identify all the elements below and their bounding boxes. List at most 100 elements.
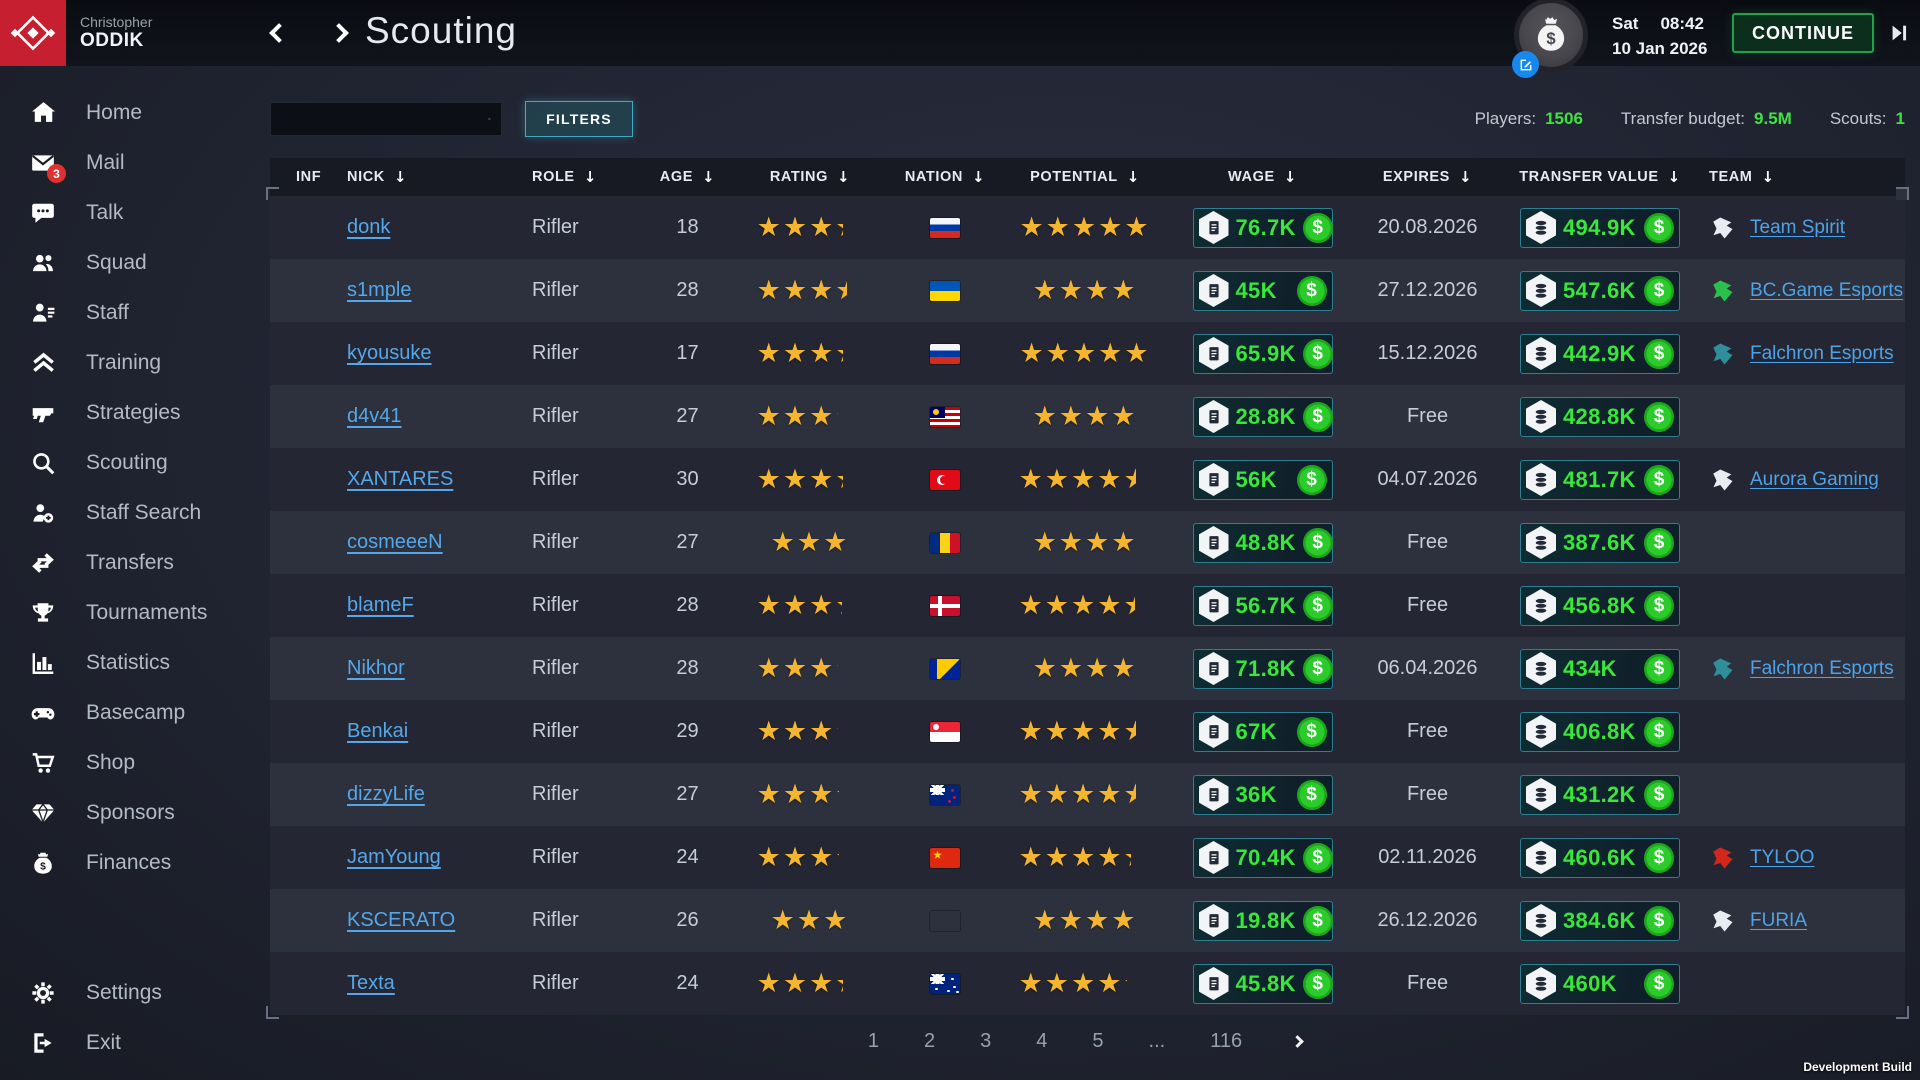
sidebar-item-staff-search[interactable]: Staff Search bbox=[0, 488, 250, 538]
sidebar-item-shop[interactable]: Shop bbox=[0, 738, 250, 788]
player-nick-link[interactable]: d4v41 bbox=[347, 405, 402, 427]
sidebar-item-settings[interactable]: Settings bbox=[0, 968, 250, 1018]
dollar-button[interactable]: $ bbox=[1644, 590, 1674, 621]
dollar-button[interactable]: $ bbox=[1302, 590, 1333, 621]
forward-arrow-icon[interactable] bbox=[322, 14, 356, 52]
table-row[interactable]: Texta Rifler 24 ★★★★ ★★★★★ 45.8K$ Free 4… bbox=[270, 952, 1905, 1015]
table-row[interactable]: blameF Rifler 28 ★★★★ ★★★★★ 56.7K$ Free … bbox=[270, 574, 1905, 637]
dollar-button[interactable]: $ bbox=[1302, 212, 1333, 243]
column-header-transfer-value[interactable]: TRANSFER VALUE ↓ bbox=[1505, 168, 1695, 186]
dollar-button[interactable]: $ bbox=[1302, 968, 1333, 999]
page-button-3[interactable]: 3 bbox=[980, 1030, 992, 1052]
team-link[interactable]: TYLOO bbox=[1750, 846, 1815, 868]
player-nick-link[interactable]: JamYoung bbox=[347, 846, 441, 868]
dollar-button[interactable]: $ bbox=[1302, 653, 1333, 684]
player-nick-link[interactable]: KSCERATO bbox=[347, 909, 456, 931]
sidebar-item-sponsors[interactable]: Sponsors bbox=[0, 788, 250, 838]
dollar-button[interactable]: $ bbox=[1644, 464, 1674, 495]
dollar-button[interactable]: $ bbox=[1644, 842, 1674, 873]
budget-avatar[interactable]: $ bbox=[1512, 0, 1592, 78]
page-button-2[interactable]: 2 bbox=[924, 1030, 936, 1052]
team-link[interactable]: BC.Game Esports bbox=[1750, 279, 1904, 301]
column-header-nick[interactable]: NICK ↓ bbox=[345, 168, 530, 186]
player-nick-link[interactable]: donk bbox=[347, 216, 391, 238]
dollar-button[interactable]: $ bbox=[1296, 716, 1327, 747]
continue-button[interactable]: CONTINUE bbox=[1732, 13, 1874, 53]
dollar-button[interactable]: $ bbox=[1644, 905, 1674, 936]
dollar-button[interactable]: $ bbox=[1302, 527, 1333, 558]
table-row[interactable]: kyousuke Rifler 17 ★★★★ ★★★★★ 65.9K$ 15.… bbox=[270, 322, 1905, 385]
sidebar-item-transfers[interactable]: Transfers bbox=[0, 538, 250, 588]
page-button-1[interactable]: 1 bbox=[867, 1030, 880, 1052]
dollar-button[interactable]: $ bbox=[1644, 968, 1674, 999]
dollar-button[interactable]: $ bbox=[1296, 464, 1327, 495]
column-header-team[interactable]: TEAM ↓ bbox=[1695, 168, 1905, 186]
table-row[interactable]: donk Rifler 18 ★★★★ ★★★★★ 76.7K$ 20.08.2… bbox=[270, 196, 1905, 259]
table-row[interactable]: JamYoung Rifler 24 ★★★★ ★★★★★ 70.4K$ 02.… bbox=[270, 826, 1905, 889]
filters-button[interactable]: FILTERS bbox=[525, 101, 633, 137]
player-nick-link[interactable]: Texta bbox=[347, 972, 395, 994]
sidebar-item-strategies[interactable]: Strategies bbox=[0, 388, 250, 438]
table-row[interactable]: dizzyLife Rifler 27 ★★★★ ★★★★★ 36K $ Free… bbox=[270, 763, 1905, 826]
sidebar-item-mail[interactable]: 3 Mail bbox=[0, 138, 250, 188]
next-page-icon[interactable] bbox=[1287, 1032, 1307, 1052]
dollar-button[interactable]: $ bbox=[1644, 716, 1674, 747]
column-header-rating[interactable]: RATING ↓ bbox=[725, 168, 895, 186]
dollar-button[interactable]: $ bbox=[1302, 905, 1333, 936]
manager-info[interactable]: Christopher ODDIK bbox=[80, 14, 152, 52]
search-input[interactable] bbox=[281, 110, 488, 128]
player-nick-link[interactable]: dizzyLife bbox=[347, 783, 425, 805]
dollar-button[interactable]: $ bbox=[1644, 527, 1674, 558]
table-row[interactable]: cosmeeeN Rifler 27 ★ ★ ★ ★ ★ ★ ★ 48.8K $ Free … bbox=[270, 511, 1905, 574]
column-header-role[interactable]: ROLE ↓ bbox=[530, 168, 650, 186]
search-box[interactable] bbox=[270, 102, 502, 136]
sidebar-item-exit[interactable]: Exit bbox=[0, 1018, 250, 1068]
back-arrow-icon[interactable] bbox=[262, 14, 296, 52]
column-header-potential[interactable]: POTENTIAL ↓ bbox=[995, 168, 1175, 186]
column-header-wage[interactable]: WAGE ↓ bbox=[1175, 168, 1350, 186]
player-nick-link[interactable]: Benkai bbox=[347, 720, 409, 742]
player-nick-link[interactable]: cosmeeeN bbox=[347, 531, 443, 553]
dollar-button[interactable]: $ bbox=[1644, 338, 1674, 369]
page-button-5[interactable]: 5 bbox=[1092, 1030, 1104, 1052]
sidebar-item-home[interactable]: Home bbox=[0, 88, 250, 138]
sidebar-item-staff[interactable]: Staff bbox=[0, 288, 250, 338]
dollar-button[interactable]: $ bbox=[1296, 779, 1327, 810]
column-header-age[interactable]: AGE ↓ bbox=[650, 168, 725, 186]
dollar-button[interactable]: $ bbox=[1644, 653, 1674, 684]
table-row[interactable]: s1mple Rifler 28 ★★★★ ★★★★ 45K $ 27.12.20… bbox=[270, 259, 1905, 322]
player-nick-link[interactable]: kyousuke bbox=[347, 342, 432, 364]
dollar-button[interactable]: $ bbox=[1296, 275, 1327, 306]
sidebar-item-tournaments[interactable]: Tournaments bbox=[0, 588, 250, 638]
player-nick-link[interactable]: Nikhor bbox=[347, 657, 405, 679]
skip-forward-icon[interactable] bbox=[1888, 22, 1912, 44]
sidebar-item-talk[interactable]: Talk bbox=[0, 188, 250, 238]
page-button-116[interactable]: 116 bbox=[1210, 1030, 1243, 1052]
club-logo[interactable] bbox=[0, 0, 66, 66]
team-link[interactable]: Falchron Esports bbox=[1750, 657, 1894, 679]
table-row[interactable]: Nikhor Rifler 28 ★★★★ ★★★★ 71.8K$ 06.04.… bbox=[270, 637, 1905, 700]
sidebar-item-scouting[interactable]: Scouting bbox=[0, 438, 250, 488]
team-link[interactable]: Falchron Esports bbox=[1750, 342, 1894, 364]
dollar-button[interactable]: $ bbox=[1302, 401, 1333, 432]
column-header-nation[interactable]: NATION ↓ bbox=[895, 168, 995, 186]
dollar-button[interactable]: $ bbox=[1644, 212, 1674, 243]
table-row[interactable]: KSCERATO Rifler 26 ★ ★ ★ ★ ★ ★ ★ 19.8K $ 26.12… bbox=[270, 889, 1905, 952]
dollar-button[interactable]: $ bbox=[1644, 779, 1674, 810]
dollar-button[interactable]: $ bbox=[1644, 401, 1674, 432]
column-header-expires[interactable]: EXPIRES ↓ bbox=[1350, 168, 1505, 186]
edit-badge[interactable] bbox=[1512, 51, 1539, 78]
table-row[interactable]: Benkai Rifler 29 ★★★★ ★★★★★ 67K $ Free 40… bbox=[270, 700, 1905, 763]
sidebar-item-squad[interactable]: Squad bbox=[0, 238, 250, 288]
table-row[interactable]: d4v41 Rifler 27 ★★★★ ★★★★ 28.8K$ Free 42… bbox=[270, 385, 1905, 448]
player-nick-link[interactable]: XANTARES bbox=[347, 468, 454, 490]
sidebar-item-basecamp[interactable]: Basecamp bbox=[0, 688, 250, 738]
dollar-button[interactable]: $ bbox=[1644, 275, 1674, 306]
sidebar-item-finances[interactable]: $ Finances bbox=[0, 838, 250, 888]
player-nick-link[interactable]: s1mple bbox=[347, 279, 412, 301]
team-link[interactable]: Team Spirit bbox=[1750, 216, 1846, 238]
team-link[interactable]: FURIA bbox=[1750, 909, 1807, 931]
player-nick-link[interactable]: blameF bbox=[347, 594, 414, 616]
sidebar-item-statistics[interactable]: Statistics bbox=[0, 638, 250, 688]
table-row[interactable]: XANTARES Rifler 30 ★★★★ ★★★★★ 56K $ 04.07… bbox=[270, 448, 1905, 511]
